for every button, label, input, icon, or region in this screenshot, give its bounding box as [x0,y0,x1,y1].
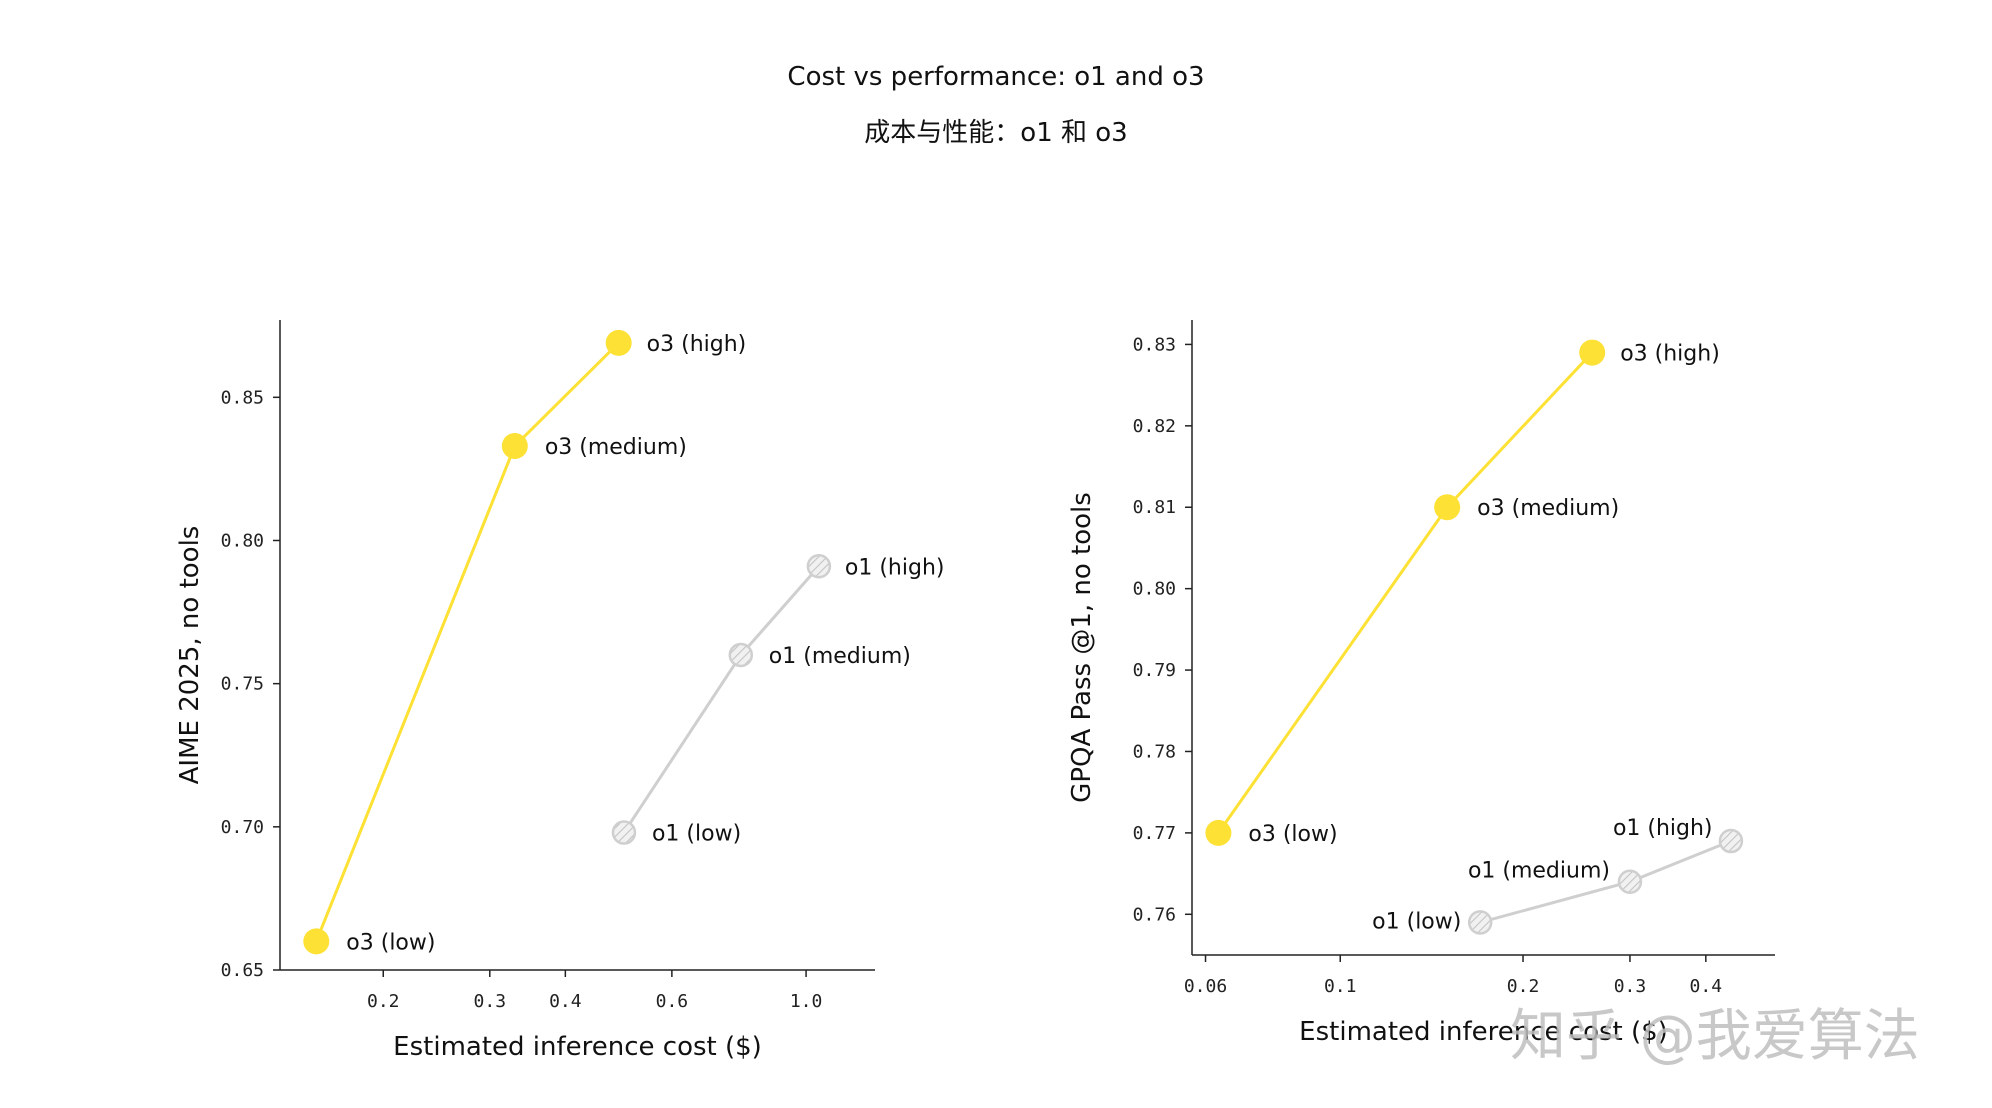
y-axis-label: GPQA Pass @1, no tools [1067,492,1097,803]
o1-data-point [806,554,832,579]
y-tick-label: 0.77 [1133,823,1176,844]
o3-data-point [1579,339,1606,366]
o3-point-label: o3 (medium) [1477,496,1619,521]
o1-data-point [1718,828,1744,854]
y-tick-label: 0.65 [221,960,264,981]
y-tick-label: 0.79 [1133,660,1176,681]
y-tick-label: 0.75 [221,674,264,695]
o1-data-point [611,820,637,845]
y-tick-label: 0.82 [1133,416,1176,437]
aime-chart: 0.65 0.70 0.75 0.80 0.85 0.2 0.3 0.4 0.6 1.0 Estim… [175,320,944,1062]
o3-point-label: o3 (medium) [545,435,687,460]
o3-point-label: o3 (high) [647,332,747,357]
x-tick-label: 0.3 [474,991,507,1012]
o1-data-point [728,642,754,668]
watermark-text: 知乎 @我爱算法 [1510,1004,1920,1069]
o3-data-point [1434,494,1461,521]
y-tick-label: 0.78 [1133,741,1176,762]
o1-point-label: o1 (medium) [769,644,911,669]
o1-point-label: o1 (high) [845,555,945,580]
x-tick-label: 0.2 [1507,976,1540,997]
x-tick-label: 0.3 [1614,976,1647,997]
x-tick-label: 0.06 [1184,976,1227,997]
y-tick-label: 0.80 [221,530,264,551]
x-tick-label: 0.4 [1690,976,1723,997]
y-tick-label: 0.70 [221,817,264,838]
o1-data-point [1467,910,1493,935]
chart-subtitle: 成本与性能：o1 和 o3 [864,118,1128,148]
o1-point-label: o1 (low) [652,822,741,847]
o3-data-point [501,432,528,459]
o3-data-point [303,928,330,955]
o1-point-label: o1 (low) [1372,909,1461,934]
o3-data-point [1205,819,1232,846]
x-axis-label: Estimated inference cost ($) [393,1032,762,1062]
x-tick-label: 1.0 [790,991,823,1012]
o3-series-line [1217,351,1594,834]
y-tick-label: 0.83 [1133,334,1176,355]
o3-data-point [605,329,632,356]
o1-data-point [1617,869,1643,894]
o1-series-line [622,565,821,834]
y-tick-label: 0.85 [221,387,264,408]
y-axis-label: AIME 2025, no tools [175,526,205,785]
o3-point-label: o3 (low) [346,930,435,955]
o3-point-label: o3 (low) [1248,822,1337,847]
gpqa-chart: 0.76 0.77 0.78 0.79 0.80 0.81 0.82 0.83 0.06 0.1 0… [1067,320,1775,1047]
x-axis-label: Estimated inference cost ($) [1299,1017,1668,1047]
o1-point-label: o1 (medium) [1468,859,1610,884]
o3-series-line [314,341,620,942]
o1-point-label: o1 (high) [1613,816,1713,841]
y-tick-label: 0.80 [1133,579,1176,600]
chart-title: Cost vs performance: o1 and o3 [787,62,1205,92]
x-tick-label: 0.6 [656,991,689,1012]
y-tick-label: 0.81 [1133,497,1176,518]
x-tick-label: 0.4 [549,991,582,1012]
o3-point-label: o3 (high) [1620,342,1720,367]
x-tick-label: 0.2 [367,991,400,1012]
y-tick-label: 0.76 [1133,904,1176,925]
x-tick-label: 0.1 [1324,976,1357,997]
